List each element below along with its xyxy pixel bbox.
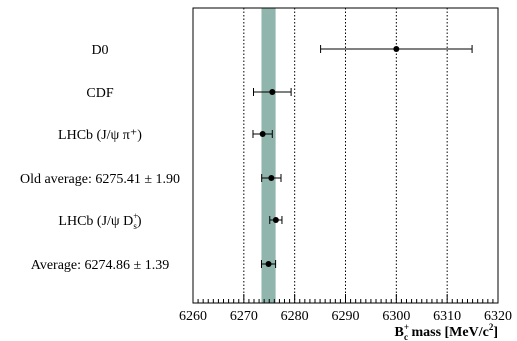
tick-label: 6270 — [230, 309, 258, 324]
grid-layer — [243, 8, 448, 303]
tick-label: 6290 — [332, 309, 360, 324]
average-band-layer — [261, 8, 276, 303]
points-layer — [252, 45, 473, 268]
measurement-label: Average: 6274.86 ± 1.39 — [31, 258, 169, 273]
tick-label: 6320 — [484, 309, 512, 324]
data-point — [259, 131, 266, 137]
data-point — [265, 261, 272, 267]
data-point — [272, 217, 279, 223]
data-point — [269, 89, 276, 95]
tick-label: 6280 — [281, 309, 309, 324]
tick-label: 6310 — [433, 309, 461, 324]
measurement-label: CDF — [86, 86, 113, 101]
measurement-label: LHCb (J/ψ D+ s) — [58, 211, 141, 231]
average-band — [261, 8, 276, 303]
tick-label: 6300 — [382, 309, 410, 324]
data-point — [393, 46, 400, 52]
x-axis: 6260 6270 6280 6290 6300 6310 6320 — [179, 294, 512, 324]
data-point — [268, 175, 275, 181]
measurement-label: LHCb (J/ψ π⁺) — [58, 128, 142, 143]
x-axis-title: B+ c mass [MeV/c2] — [394, 322, 498, 341]
measurement-label: Old average: 6275.41 ± 1.90 — [20, 172, 180, 187]
measurement-labels: D0 CDF LHCb (J/ψ π⁺) Old average: 6275.41 ±… — [20, 43, 180, 273]
tick-label: 6260 — [179, 309, 207, 324]
measurement-label: D0 — [91, 43, 108, 58]
